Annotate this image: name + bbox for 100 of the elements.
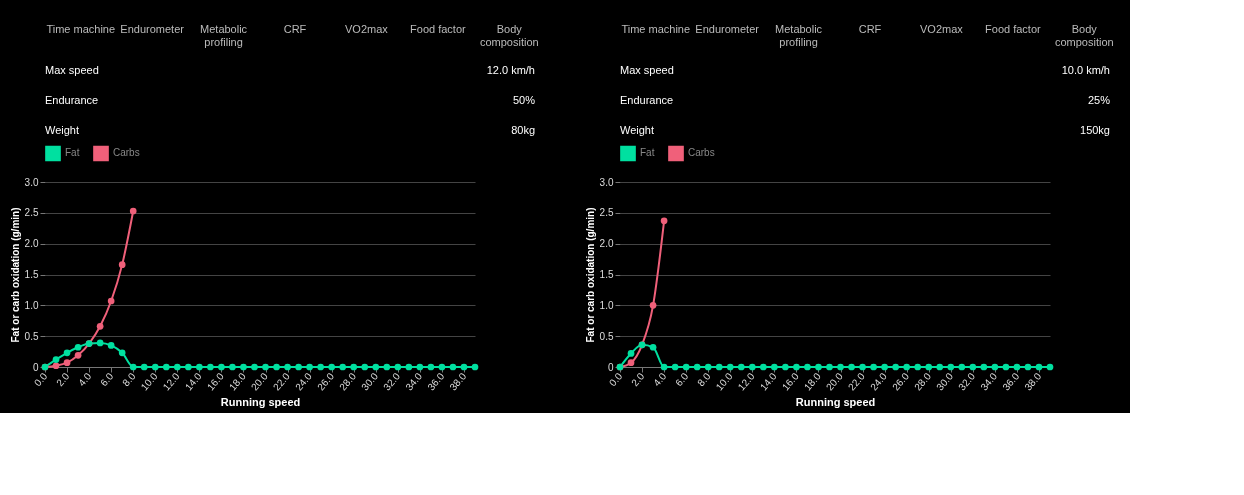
point xyxy=(848,363,855,371)
point xyxy=(74,351,82,359)
point xyxy=(184,363,192,371)
point xyxy=(129,207,137,215)
x-axis-title: Running speed xyxy=(220,395,301,408)
point xyxy=(63,359,71,367)
text: Body composition xyxy=(1054,23,1114,48)
y-tick-label: 1.0 xyxy=(24,299,39,311)
point xyxy=(74,343,82,351)
point xyxy=(1035,363,1043,371)
point xyxy=(438,363,446,371)
point xyxy=(1013,363,1021,371)
x-tick-label: 4.0 xyxy=(76,370,94,389)
point xyxy=(771,363,778,371)
point xyxy=(804,363,811,371)
point xyxy=(129,363,137,371)
text: 25% xyxy=(1087,94,1111,106)
point xyxy=(737,363,745,371)
point xyxy=(947,363,955,371)
point xyxy=(118,261,126,268)
point xyxy=(460,363,468,371)
point xyxy=(793,363,800,371)
text: Time machine xyxy=(621,23,691,35)
text: Weight xyxy=(45,124,80,136)
point xyxy=(151,363,159,371)
y-axis-title: Fat or carb oxidation (g/min) xyxy=(9,207,21,343)
y-tick-label: 2.5 xyxy=(599,207,614,219)
x-tick-label: 8.0 xyxy=(695,370,713,389)
y-axis-title: Fat or carb oxidation (g/min) xyxy=(584,207,596,343)
y-tick-label: 1.0 xyxy=(599,299,614,311)
point xyxy=(660,217,668,225)
text: Endurance xyxy=(620,94,674,106)
point xyxy=(969,363,977,371)
point xyxy=(693,363,701,371)
y-tick-label: 0.5 xyxy=(24,330,39,342)
y-tick-label: 2.0 xyxy=(24,238,39,250)
y-tick-label: 0 xyxy=(607,361,614,373)
point xyxy=(815,363,822,371)
text: 10.0 km/h xyxy=(1061,64,1110,76)
point xyxy=(118,349,126,357)
x-tick-label: 2.0 xyxy=(629,370,647,389)
point xyxy=(251,363,258,371)
point xyxy=(63,349,71,357)
point xyxy=(339,363,347,371)
x-tick-label: 6.0 xyxy=(673,370,691,389)
x-tick-label: 8.0 xyxy=(120,370,138,389)
point xyxy=(782,363,789,371)
point xyxy=(162,363,170,371)
point xyxy=(140,363,148,371)
point xyxy=(96,322,104,330)
point xyxy=(837,363,844,371)
x-tick-label: 2.0 xyxy=(54,370,72,389)
legend-label: Fat xyxy=(640,147,655,159)
x-tick-label: 6.0 xyxy=(98,370,116,389)
y-tick-label: 3.0 xyxy=(24,176,39,188)
point xyxy=(405,363,413,371)
text: Endurometer xyxy=(120,23,185,35)
y-tick-label: 2.5 xyxy=(24,207,39,219)
text: Food factor xyxy=(985,23,1042,35)
legend-label: Carbs xyxy=(688,147,715,159)
text: Weight xyxy=(620,124,655,136)
point xyxy=(107,342,115,349)
point xyxy=(1024,363,1032,371)
point xyxy=(196,363,203,371)
text: Body composition xyxy=(479,23,539,48)
point xyxy=(328,363,336,371)
x-tick-label: 0.0 xyxy=(31,370,50,389)
text: 12.0 km/h xyxy=(486,64,535,76)
point xyxy=(52,356,60,363)
point xyxy=(262,363,269,371)
point xyxy=(903,363,911,371)
x-tick-label: 0.0 xyxy=(606,370,625,389)
point xyxy=(914,363,922,371)
point xyxy=(826,363,833,371)
point xyxy=(671,363,679,371)
text: Max speed xyxy=(620,64,674,76)
y-tick-label: 2.0 xyxy=(599,238,614,250)
point xyxy=(748,363,756,371)
point xyxy=(317,363,324,371)
point xyxy=(52,362,60,370)
point xyxy=(759,363,767,371)
text: Metabolic profiling xyxy=(200,23,248,48)
point xyxy=(925,363,933,371)
point xyxy=(881,363,888,371)
text: CRF xyxy=(858,23,882,35)
text: Endurometer xyxy=(695,23,760,35)
text: 150kg xyxy=(1080,124,1110,136)
point xyxy=(627,359,635,367)
point xyxy=(207,363,214,371)
text: VO2max xyxy=(345,23,389,35)
text: Max speed xyxy=(45,64,99,76)
point xyxy=(416,363,424,371)
point xyxy=(704,363,712,371)
text: VO2max xyxy=(920,23,964,35)
point xyxy=(361,363,369,371)
point xyxy=(306,363,313,371)
point xyxy=(715,363,723,371)
y-tick-label: 1.5 xyxy=(599,269,614,280)
text: 80kg xyxy=(511,124,535,136)
point xyxy=(173,363,181,371)
